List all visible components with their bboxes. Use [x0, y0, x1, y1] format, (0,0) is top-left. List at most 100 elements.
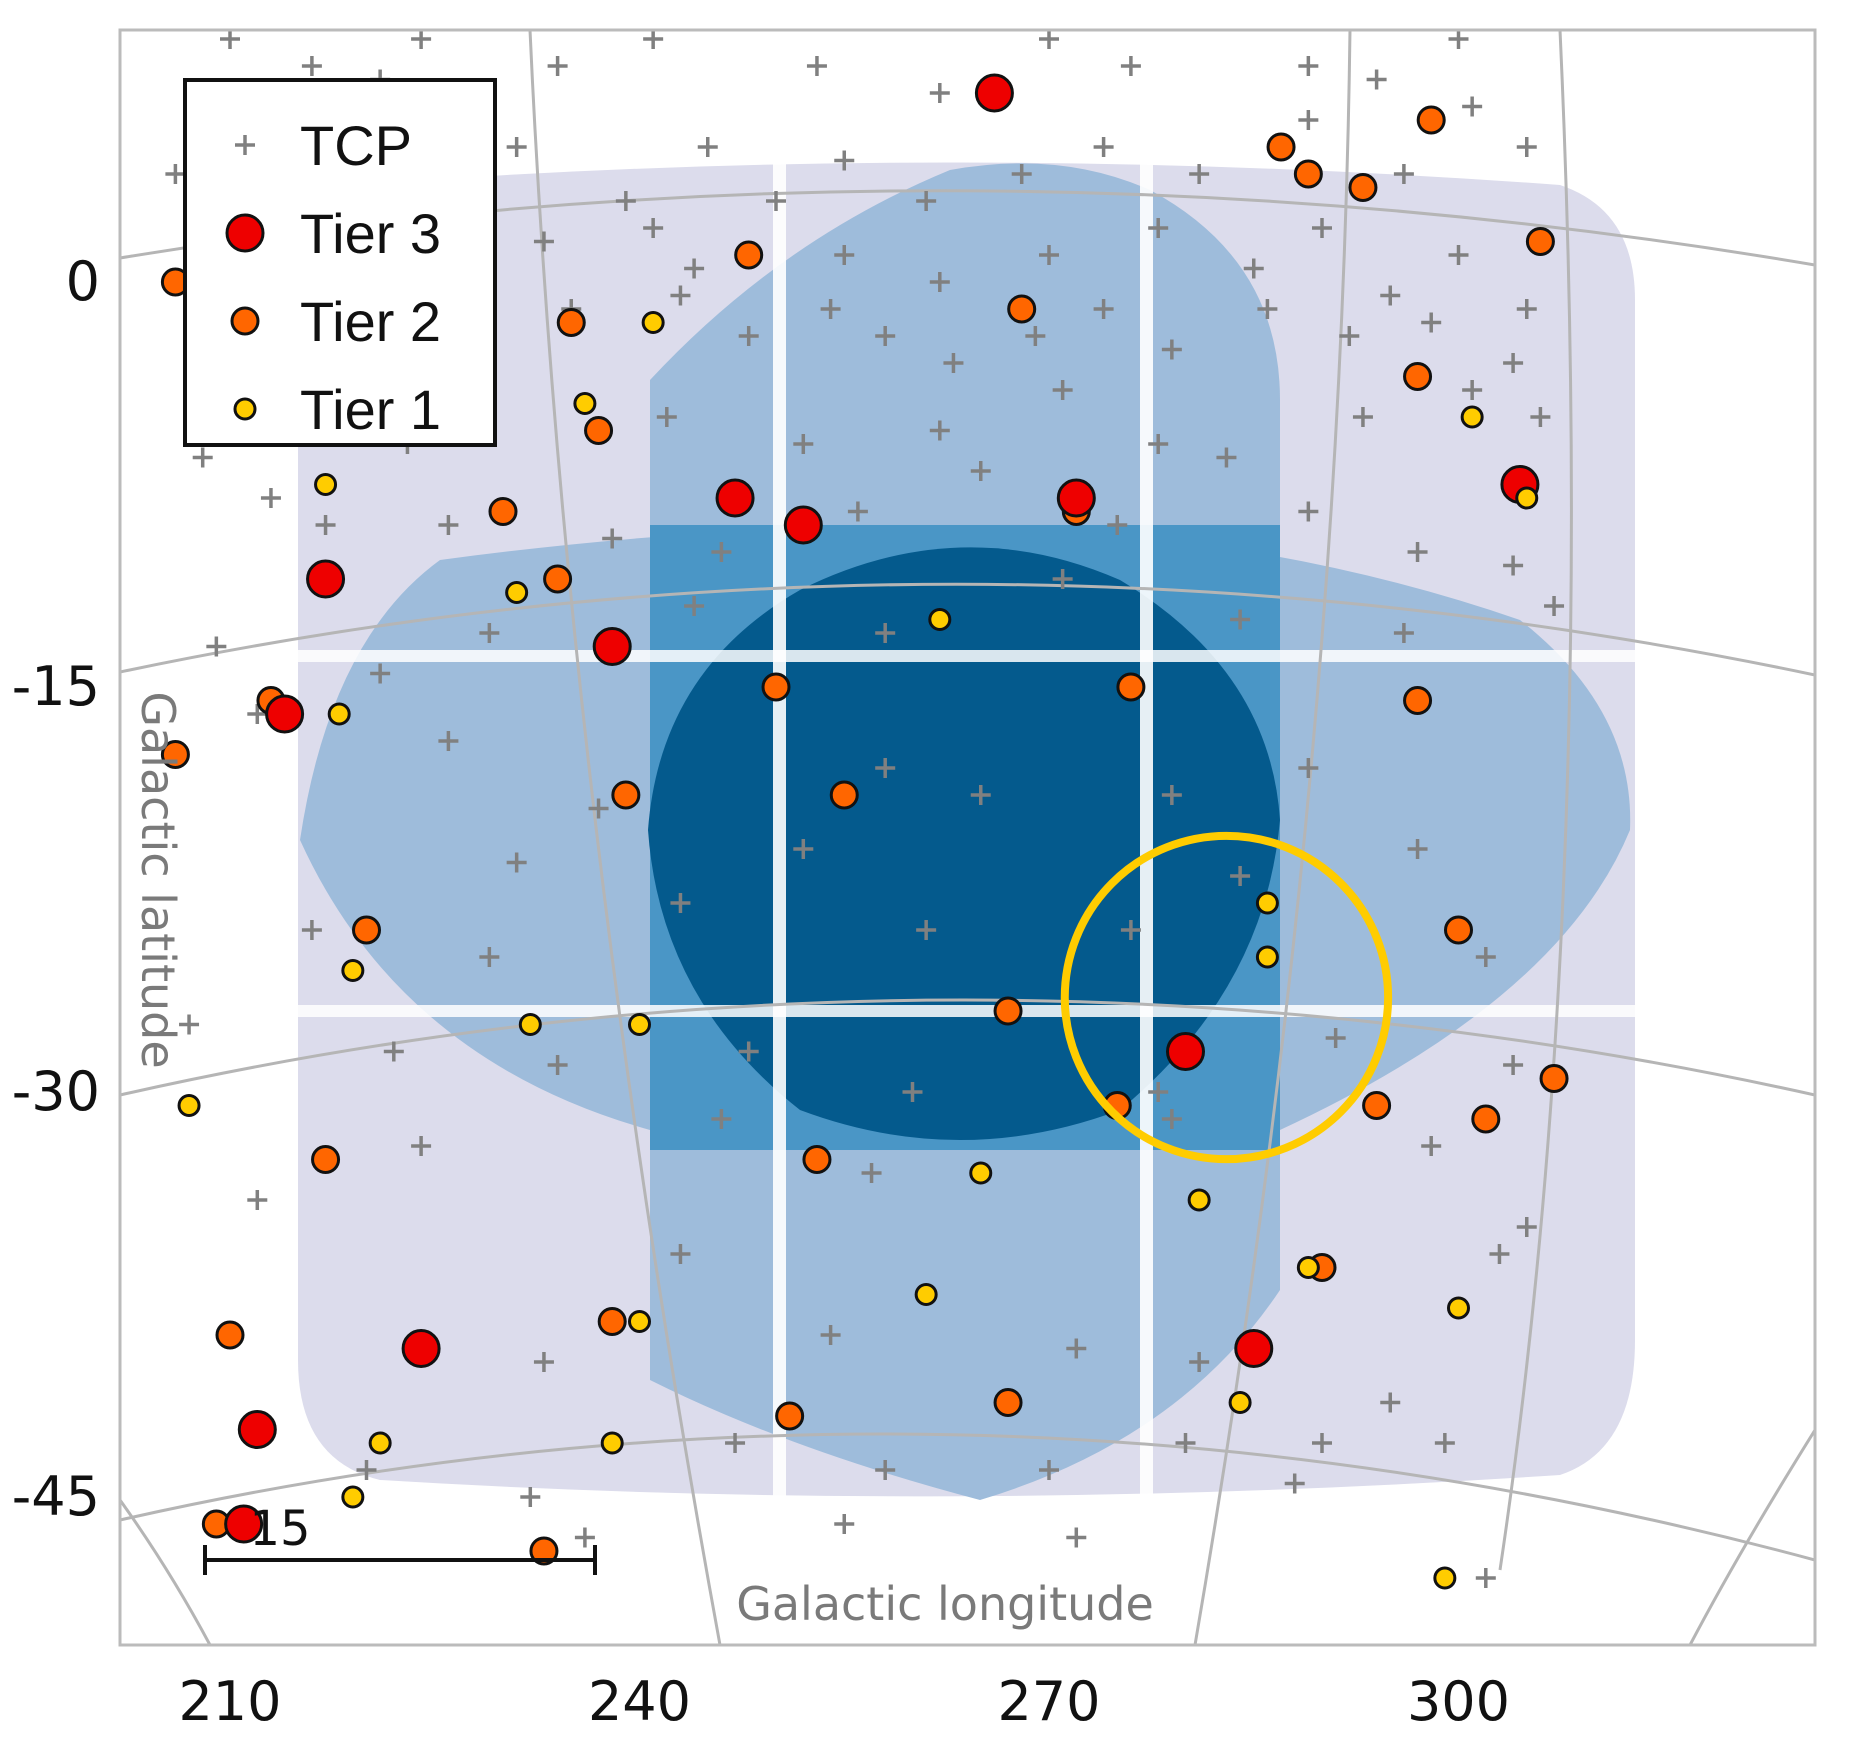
tcp-point [711, 542, 732, 562]
tcp-point [1489, 1244, 1510, 1264]
tcp-point [834, 150, 855, 171]
tcp-point [506, 852, 527, 873]
tcp-point [615, 191, 636, 211]
legend-marker [233, 397, 257, 421]
legend-item: Tier 2 [230, 290, 441, 353]
tcp-point [165, 164, 186, 184]
tcp-point [179, 1014, 200, 1035]
tcp-point [1516, 299, 1537, 319]
tier1-point [341, 1485, 365, 1509]
graticule-lon-210 [120, 1499, 212, 1645]
tier1-point [1447, 1296, 1470, 1320]
tier2-point [529, 1536, 559, 1566]
tcp-point [220, 30, 240, 49]
scale-bar-label: 15 [249, 1501, 310, 1557]
tier1-point [341, 959, 365, 982]
tcp-point [1516, 1217, 1537, 1237]
tier2-point [1007, 294, 1037, 324]
plot-border [118, 28, 1817, 1647]
tcp-point [1421, 312, 1442, 333]
gap-horizontal-2 [298, 1005, 1638, 1017]
tcp-point [261, 2, 281, 22]
tier3-point [401, 1329, 441, 1368]
tcp-point [1516, 137, 1537, 157]
x-tick-label: 210 [178, 1670, 281, 1733]
tier1-point [505, 581, 529, 604]
tcp-point [356, 1460, 377, 1480]
tier3-point [783, 505, 823, 545]
tcp-point [834, 1514, 855, 1534]
tcp-point [438, 515, 459, 535]
tcp-point [1448, 30, 1469, 49]
gap-vertical-1 [773, 150, 786, 1510]
tcp-point [1011, 164, 1032, 184]
tier2-point [802, 1145, 832, 1174]
tier3-point [1166, 1032, 1205, 1071]
tier1-point [1255, 891, 1279, 915]
legend-marker [235, 135, 255, 155]
tier3-point [237, 1410, 277, 1449]
tier2-point [556, 308, 586, 337]
tcp-point [1148, 218, 1169, 238]
tier2-point [160, 740, 190, 769]
tcp-point [929, 420, 950, 441]
tcp-point [1393, 164, 1414, 184]
tier1-series [177, 311, 1539, 1590]
tcp-point [370, 663, 391, 684]
tcp-point [1448, 245, 1469, 265]
tcp-point [1025, 326, 1046, 346]
tier2-point [584, 416, 614, 445]
tcp-point [1530, 407, 1551, 427]
tcp-point [943, 353, 964, 373]
tier1-point [600, 1431, 624, 1455]
tcp-point [260, 488, 281, 508]
tcp-point [643, 218, 664, 238]
tcp-point [1298, 501, 1319, 522]
tier2-point [1403, 362, 1433, 391]
graticule-lon-240 [528, 30, 722, 1645]
tcp-point [1161, 339, 1182, 360]
tcp-point [643, 30, 664, 49]
tier2-point [993, 1388, 1023, 1417]
tcp-point [1380, 285, 1401, 306]
tier1-point [969, 1161, 993, 1185]
legend-label: TCP [300, 114, 412, 177]
coverage-footprints [298, 150, 1638, 1510]
tier2-point [1116, 672, 1146, 702]
tier2-point [775, 1401, 805, 1431]
tcp-point [547, 56, 568, 76]
tcp-point [1052, 569, 1073, 589]
tier3-series [224, 73, 1540, 1544]
tcp-point [1161, 1109, 1182, 1129]
tier2-point [1362, 1091, 1392, 1120]
gap-vertical-2 [1140, 150, 1153, 1510]
y-axis-title: Galactic latitude [131, 691, 185, 1068]
tcp-point [315, 515, 336, 535]
tcp-point [1189, 164, 1210, 184]
tcp-point [1298, 758, 1319, 778]
tcp-point [1503, 1055, 1524, 1075]
tcp-point [1352, 407, 1373, 427]
tier2-point [611, 780, 641, 810]
tcp-point [670, 893, 691, 913]
tier1-point [1228, 1391, 1252, 1414]
tcp-point [916, 191, 937, 211]
graticule-lat-30 [120, 998, 1815, 1097]
tcp-point [1148, 434, 1169, 454]
graticule-lon-310 [1688, 1429, 1815, 1645]
tcp-point [1066, 1338, 1087, 1359]
y-tick-label: 0 [66, 250, 100, 313]
tcp-point [1407, 542, 1428, 562]
tcp-point [929, 272, 950, 292]
tcp-point [1380, 1392, 1401, 1413]
tcp-point [547, 1055, 568, 1075]
tier2-point [488, 497, 518, 526]
tcp-point [1148, 1082, 1169, 1102]
tier1-point [914, 1283, 938, 1306]
tcp-point [1462, 96, 1483, 117]
tcp-point [1052, 380, 1073, 400]
tcp-point [520, 1487, 541, 1507]
x-axis-ticks: 210 240 270 300 [178, 1670, 1510, 1733]
tier2-point [1471, 1104, 1501, 1134]
tcp-point [602, 528, 623, 549]
